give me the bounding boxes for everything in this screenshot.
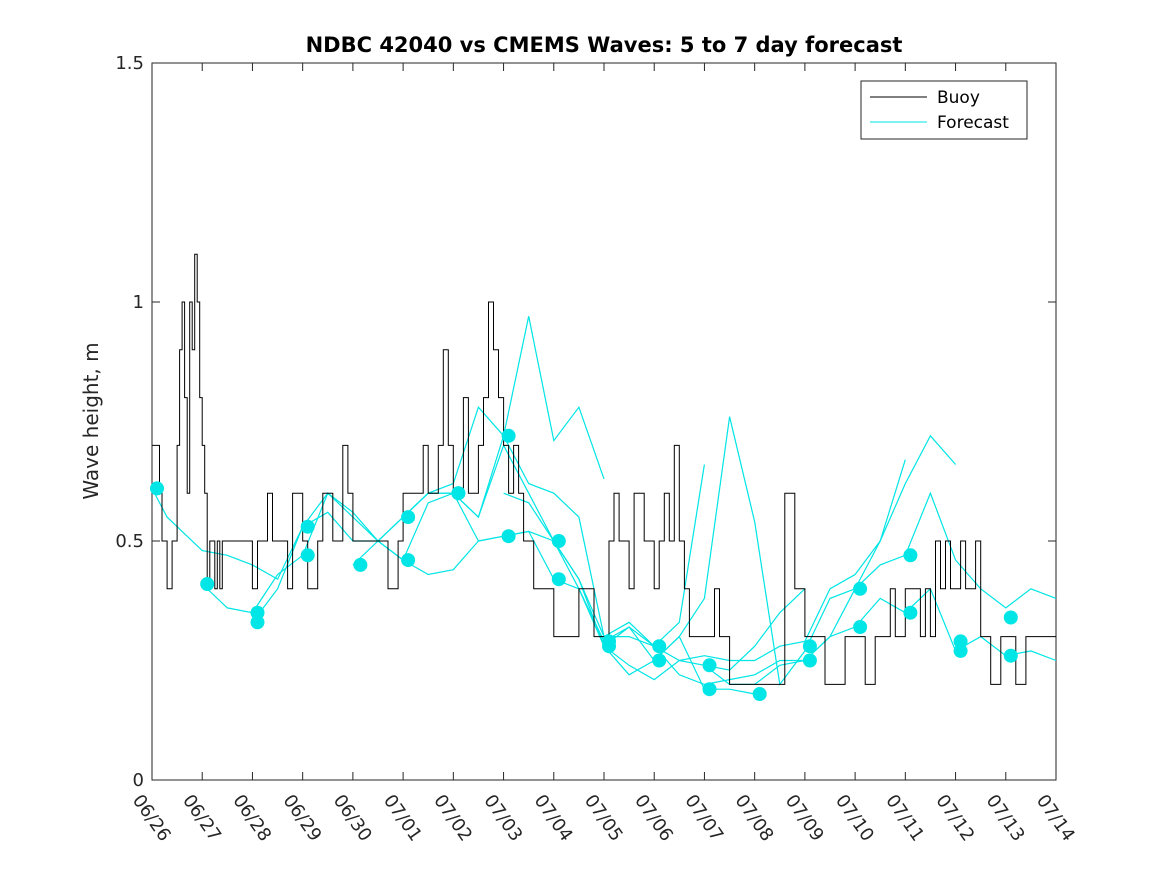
forecast-marker [752,687,767,701]
forecast-marker [853,581,868,596]
forecast-marker [652,653,667,668]
forecast-series-line [704,587,1057,686]
forecast-marker [250,615,265,630]
forecast-marker [602,639,616,654]
forecast-marker [551,534,566,548]
y-axis: 0 0.5 1 1.5 [115,53,1056,791]
y-axis-label: Wave height, m [79,342,103,499]
forecast-marker [200,577,215,591]
forecast-marker [802,653,817,668]
legend-label-forecast: Forecast [937,113,1009,133]
chart-title: NDBC 42040 vs CMEMS Waves: 5 to 7 day fo… [306,33,903,57]
buoy-series-line [152,253,1056,685]
forecast-marker [953,643,968,658]
forecast-marker [1003,648,1018,663]
forecast-marker [903,605,918,620]
forecast-marker [802,639,817,654]
forecast-marker [150,481,164,496]
legend-box [860,80,1028,140]
y-tick-label: 1.5 [115,53,144,74]
forecast-marker [353,557,368,572]
forecast-marker [250,605,265,620]
forecast-marker [903,548,918,563]
legend: Buoy Forecast [860,80,1028,140]
forecast-marker [702,682,717,697]
forecast-marker [451,486,466,501]
forecast-marker [401,553,416,568]
forecast-marker [853,620,868,634]
marker-layer [150,428,1018,701]
y-tick-label: 0 [133,770,144,791]
plot-area [151,62,1057,781]
forecast-marker [1003,610,1018,625]
forecast-marker [652,639,667,654]
forecast-marker [300,548,315,563]
forecast-marker [501,529,516,544]
y-tick-label: 0.5 [115,531,144,552]
forecast-marker [551,572,566,587]
legend-label-buoy: Buoy [937,88,980,108]
forecast-marker [300,519,315,534]
forecast-marker [501,428,516,443]
forecast-marker [702,658,717,673]
forecast-marker [401,510,416,525]
y-tick-label: 1 [133,292,144,313]
